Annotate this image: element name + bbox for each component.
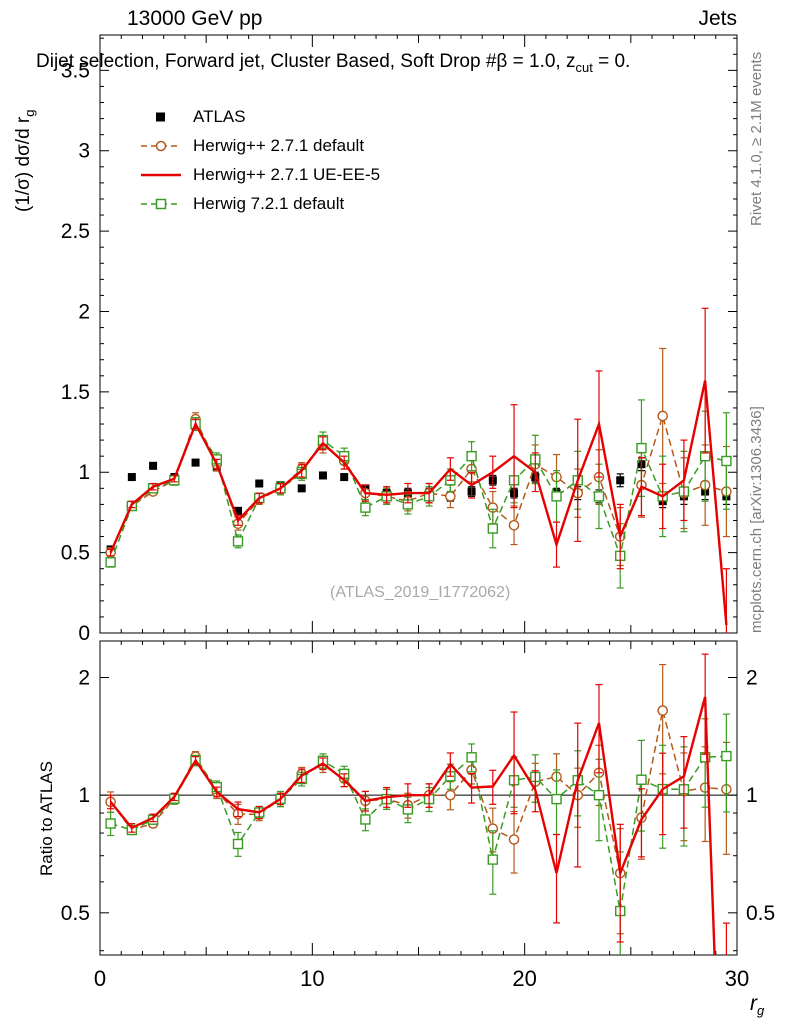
filled-square-marker-icon — [156, 112, 165, 121]
main-y-axis-label-text: (1/σ) dσ/d r — [13, 116, 34, 212]
legend-label-herwigpp-ueee5: Herwig++ 2.7.1 UE-EE-5 — [193, 164, 381, 184]
svg-text:2: 2 — [78, 667, 90, 690]
legend-label-herwigpp-default: Herwig++ 2.7.1 default — [193, 135, 365, 155]
rivet-version-label: Rivet 4.1.0, ≥ 2.1M events — [748, 51, 765, 226]
analysis-group-label: Jets — [698, 7, 737, 30]
ratio-series-herwig-7-2-1-default — [105, 713, 732, 955]
ratio-y-axis-label: Ratio to ATLAS — [37, 761, 56, 876]
solid-line-marker-icon — [141, 173, 181, 176]
svg-text:1: 1 — [746, 784, 758, 807]
plot-title-main: Dijet selection, Forward jet, Cluster Ba… — [36, 51, 576, 72]
svg-text:3: 3 — [78, 140, 90, 163]
mcplots-reference-label: mcplots.cern.ch [arXiv:1306.3436] — [748, 406, 765, 633]
analysis-id-watermark: (ATLAS_2019_I1772062) — [330, 584, 511, 601]
legend-item-herwigpp-ueee5: Herwig++ 2.7.1 UE-EE-5 — [141, 160, 380, 189]
svg-text:2: 2 — [78, 300, 90, 323]
legend-item-herwigpp-default: Herwig++ 2.7.1 default — [141, 131, 380, 160]
legend-label-atlas: ATLAS — [193, 106, 246, 126]
ratio-series-herwig-2-7-1-default — [105, 663, 732, 935]
x-axis-label-text: r — [750, 992, 757, 1015]
svg-text:1.5: 1.5 — [61, 381, 90, 404]
beam-energy-label: 13000 GeV pp — [127, 7, 263, 30]
x-axis-label-subscript: g — [757, 1003, 765, 1019]
svg-text:0: 0 — [94, 966, 106, 991]
svg-text:2.5: 2.5 — [61, 220, 90, 243]
dashed-line-open-square-marker-icon — [141, 198, 181, 209]
main-y-axis-label-subscript: g — [21, 109, 37, 117]
svg-text:10: 10 — [300, 966, 324, 991]
svg-text:1: 1 — [78, 784, 90, 807]
plot-title: Dijet selection, Forward jet, Cluster Ba… — [36, 51, 630, 75]
svg-text:3.5: 3.5 — [61, 59, 90, 82]
svg-text:0.5: 0.5 — [61, 902, 90, 925]
svg-text:30: 30 — [725, 966, 749, 991]
legend-label-herwig7-default: Herwig 7.2.1 default — [193, 193, 345, 213]
plot-title-tail: = 0. — [592, 51, 631, 72]
plot-title-subscript: cut — [575, 59, 593, 75]
main-series-herwig-2-7-1-ue-ee-5 — [107, 307, 730, 633]
svg-text:0.5: 0.5 — [746, 902, 775, 925]
x-axis-label: rg — [750, 992, 764, 1018]
svg-text:0: 0 — [78, 622, 90, 645]
tick-labels: 00.511.522.533.50.5 0.51 12 20 10 20 30 — [61, 59, 775, 991]
svg-text:0.5: 0.5 — [61, 542, 90, 565]
ratio-series-herwig-2-7-1-ue-ee-5 — [107, 653, 730, 955]
main-series-herwig-2-7-1-default — [105, 347, 732, 567]
legend-item-herwig7-default: Herwig 7.2.1 default — [141, 189, 380, 218]
svg-text:20: 20 — [512, 966, 536, 991]
main-y-axis-label: (1/σ) dσ/d rg — [13, 110, 37, 213]
legend: ATLAS Herwig++ 2.7.1 default Herwig++ 2.… — [141, 102, 380, 218]
legend-item-atlas: ATLAS — [141, 102, 380, 131]
axes — [99, 34, 738, 956]
svg-text:1: 1 — [78, 461, 90, 484]
dashed-line-open-circle-marker-icon — [141, 140, 181, 151]
svg-text:2: 2 — [746, 667, 758, 690]
